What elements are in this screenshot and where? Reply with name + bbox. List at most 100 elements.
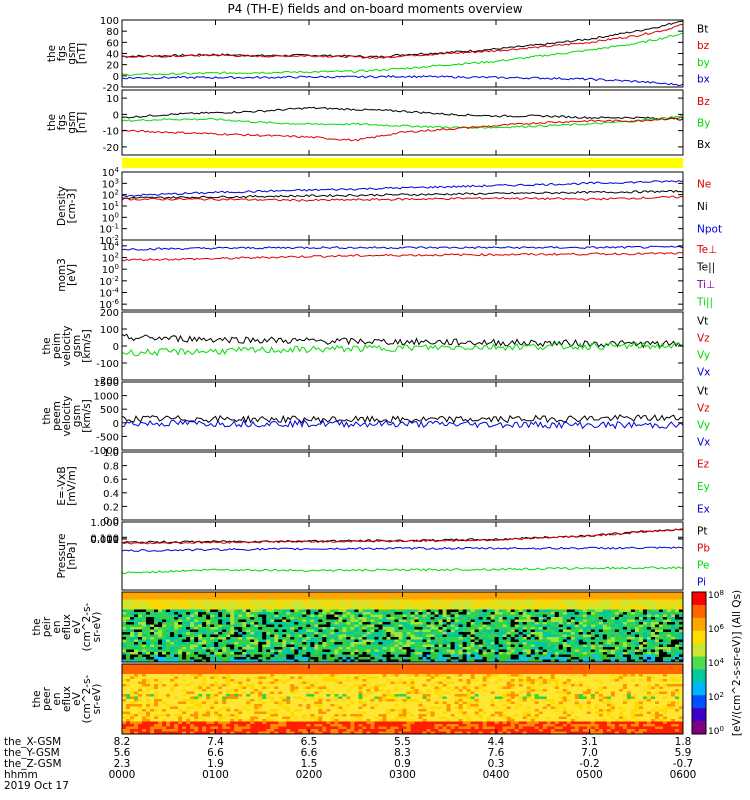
spectrogram-cell bbox=[250, 632, 255, 635]
spectrogram-cell bbox=[618, 632, 624, 635]
spectrogram-cell bbox=[130, 676, 135, 680]
spectrogram-cell bbox=[650, 607, 656, 610]
y-axis-label: gsm bbox=[71, 405, 83, 427]
spectrogram-cell bbox=[634, 594, 640, 598]
spectrogram-cell bbox=[398, 657, 403, 660]
spectrogram-cell bbox=[210, 622, 215, 625]
spectrogram-cell bbox=[198, 664, 203, 667]
spectrogram-cell bbox=[590, 634, 596, 638]
spectrogram-cell bbox=[442, 624, 447, 628]
spectrogram-cell bbox=[202, 726, 207, 730]
spectrogram-cell bbox=[174, 684, 179, 687]
spectrogram-cell bbox=[498, 659, 504, 663]
spectrogram-cell bbox=[166, 721, 171, 725]
spectrogram-cell bbox=[350, 652, 355, 655]
spectrogram-cell bbox=[634, 652, 640, 655]
spectrogram-cell bbox=[486, 612, 492, 615]
spectrogram-cell bbox=[406, 602, 411, 605]
spectrogram-cell bbox=[274, 619, 279, 623]
spectrogram-cell bbox=[130, 619, 135, 623]
spectrogram-cell bbox=[154, 691, 159, 695]
spectrogram-cell bbox=[146, 706, 151, 710]
spectrogram-cell bbox=[154, 642, 159, 645]
spectrogram-cell bbox=[386, 644, 391, 648]
series-line-Vt bbox=[121, 333, 684, 349]
spectrogram-cell bbox=[202, 681, 207, 685]
spectrogram-cell bbox=[178, 706, 183, 710]
spectrogram-cell bbox=[170, 609, 175, 613]
spectrogram-cell bbox=[602, 642, 608, 645]
spectrogram-cell bbox=[466, 642, 472, 645]
spectrogram-cell bbox=[374, 597, 379, 600]
spectrogram-cell bbox=[398, 652, 403, 655]
spectrogram-cell bbox=[410, 632, 415, 635]
spectrogram-cell bbox=[230, 594, 235, 598]
spectrogram-cell bbox=[678, 657, 684, 660]
spectrogram-cell bbox=[642, 657, 648, 660]
spectrogram-cell bbox=[634, 644, 640, 648]
spectrogram-cell bbox=[510, 612, 516, 615]
spectrogram-cell bbox=[450, 639, 455, 643]
spectrogram-cell bbox=[146, 719, 151, 722]
spectrogram-cell bbox=[122, 617, 127, 620]
spectrogram-cell bbox=[662, 647, 668, 650]
spectrogram-cell bbox=[154, 622, 159, 625]
spectrogram-cell bbox=[474, 652, 480, 655]
spectrogram-cell bbox=[190, 701, 195, 705]
spectrogram-cell bbox=[150, 627, 155, 630]
spectrogram-cell bbox=[366, 617, 371, 620]
spectrogram-cell bbox=[262, 599, 267, 603]
spectrogram-cell bbox=[570, 599, 576, 603]
spectrogram-cell bbox=[506, 652, 512, 655]
spectrogram-cell bbox=[662, 657, 668, 660]
spectrogram-cell bbox=[642, 612, 648, 615]
spectrogram-cell bbox=[554, 617, 560, 620]
spectrogram-cell bbox=[518, 634, 524, 638]
spectrogram-cell bbox=[346, 617, 351, 620]
spectrogram-cell bbox=[218, 632, 223, 635]
spectrogram-cell bbox=[186, 632, 191, 635]
spectrogram-cell bbox=[222, 597, 227, 600]
spectrogram-cell bbox=[134, 597, 139, 600]
spectrogram-cell bbox=[478, 607, 484, 610]
y-axis-label: fgs bbox=[56, 46, 68, 62]
spectrogram-cell bbox=[146, 724, 151, 727]
spectrogram-cell bbox=[142, 701, 147, 705]
spectrogram-cell bbox=[210, 719, 215, 722]
spectrogram-cell bbox=[362, 637, 367, 640]
spectrogram-cell bbox=[238, 609, 243, 613]
spectrogram-cell bbox=[542, 612, 548, 615]
spectrogram-cell bbox=[454, 652, 459, 655]
spectrogram-cell bbox=[658, 612, 664, 615]
spectrogram-cell bbox=[190, 644, 195, 648]
spectrogram-cell bbox=[518, 594, 524, 598]
spectrogram-cell bbox=[298, 647, 303, 650]
spectrogram-cell bbox=[250, 614, 255, 618]
spectrogram-cell bbox=[366, 654, 371, 658]
spectrogram-cell bbox=[466, 634, 472, 638]
spectrogram-cell bbox=[206, 684, 211, 687]
spectrogram-cell bbox=[418, 609, 423, 613]
spectrogram-cell bbox=[126, 657, 131, 660]
spectrogram-cell bbox=[122, 691, 127, 695]
spectrogram-cell bbox=[386, 647, 391, 650]
spectrogram-cell bbox=[126, 622, 131, 625]
spectrogram-cell bbox=[194, 607, 199, 610]
spectrogram-cell bbox=[278, 627, 283, 630]
spectrogram-cell bbox=[166, 664, 171, 667]
spectrogram-cell bbox=[178, 676, 183, 680]
spectrogram-cell bbox=[446, 629, 451, 633]
spectrogram-cell bbox=[582, 597, 588, 600]
spectrogram-cell bbox=[514, 649, 520, 653]
spectrogram-cell bbox=[142, 694, 147, 697]
spectrogram-cell bbox=[534, 597, 540, 600]
spectrogram-cell bbox=[374, 647, 379, 650]
spectrogram-cell bbox=[550, 622, 556, 625]
spectrogram-cell bbox=[350, 634, 355, 638]
spectrogram-cell bbox=[378, 652, 383, 655]
spectrogram-cell bbox=[138, 724, 143, 727]
spectrogram-cell bbox=[206, 709, 211, 712]
spectrogram-cell bbox=[470, 617, 476, 620]
spectrogram-cell bbox=[162, 632, 167, 635]
spectrogram-cell bbox=[462, 604, 468, 608]
